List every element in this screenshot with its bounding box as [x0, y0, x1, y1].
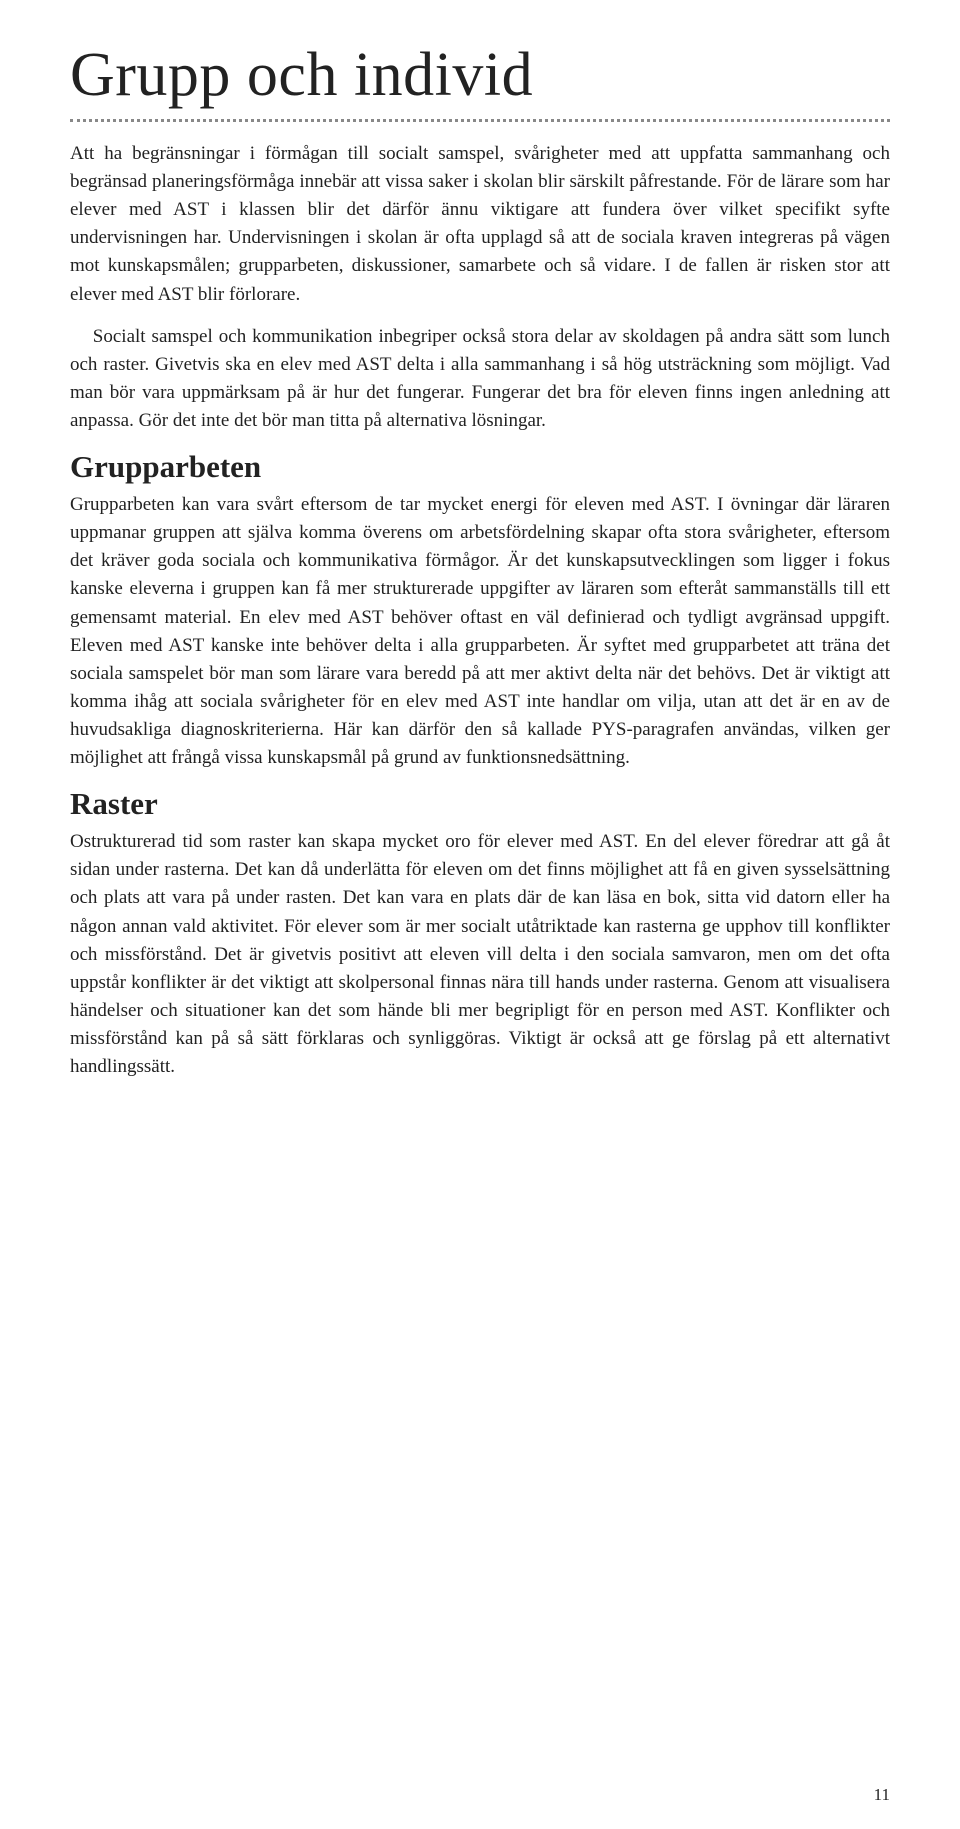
page-title: Grupp och individ [70, 40, 890, 111]
section-grupparbeten-title: Grupparbeten [70, 449, 890, 485]
intro-paragraph-1: Att ha begränsningar i förmågan till soc… [70, 140, 890, 309]
intro-paragraph-2-text: Socialt samspel och kommunikation inbegr… [70, 326, 890, 431]
intro-paragraph-2: Socialt samspel och kommunikation inbegr… [70, 323, 890, 435]
section-raster-body: Ostrukturerad tid som raster kan skapa m… [70, 828, 890, 1081]
section-raster-title: Raster [70, 786, 890, 822]
section-grupparbeten-body: Grupparbeten kan vara svårt eftersom de … [70, 491, 890, 772]
page-number: 11 [874, 1785, 890, 1805]
title-divider [70, 119, 890, 122]
